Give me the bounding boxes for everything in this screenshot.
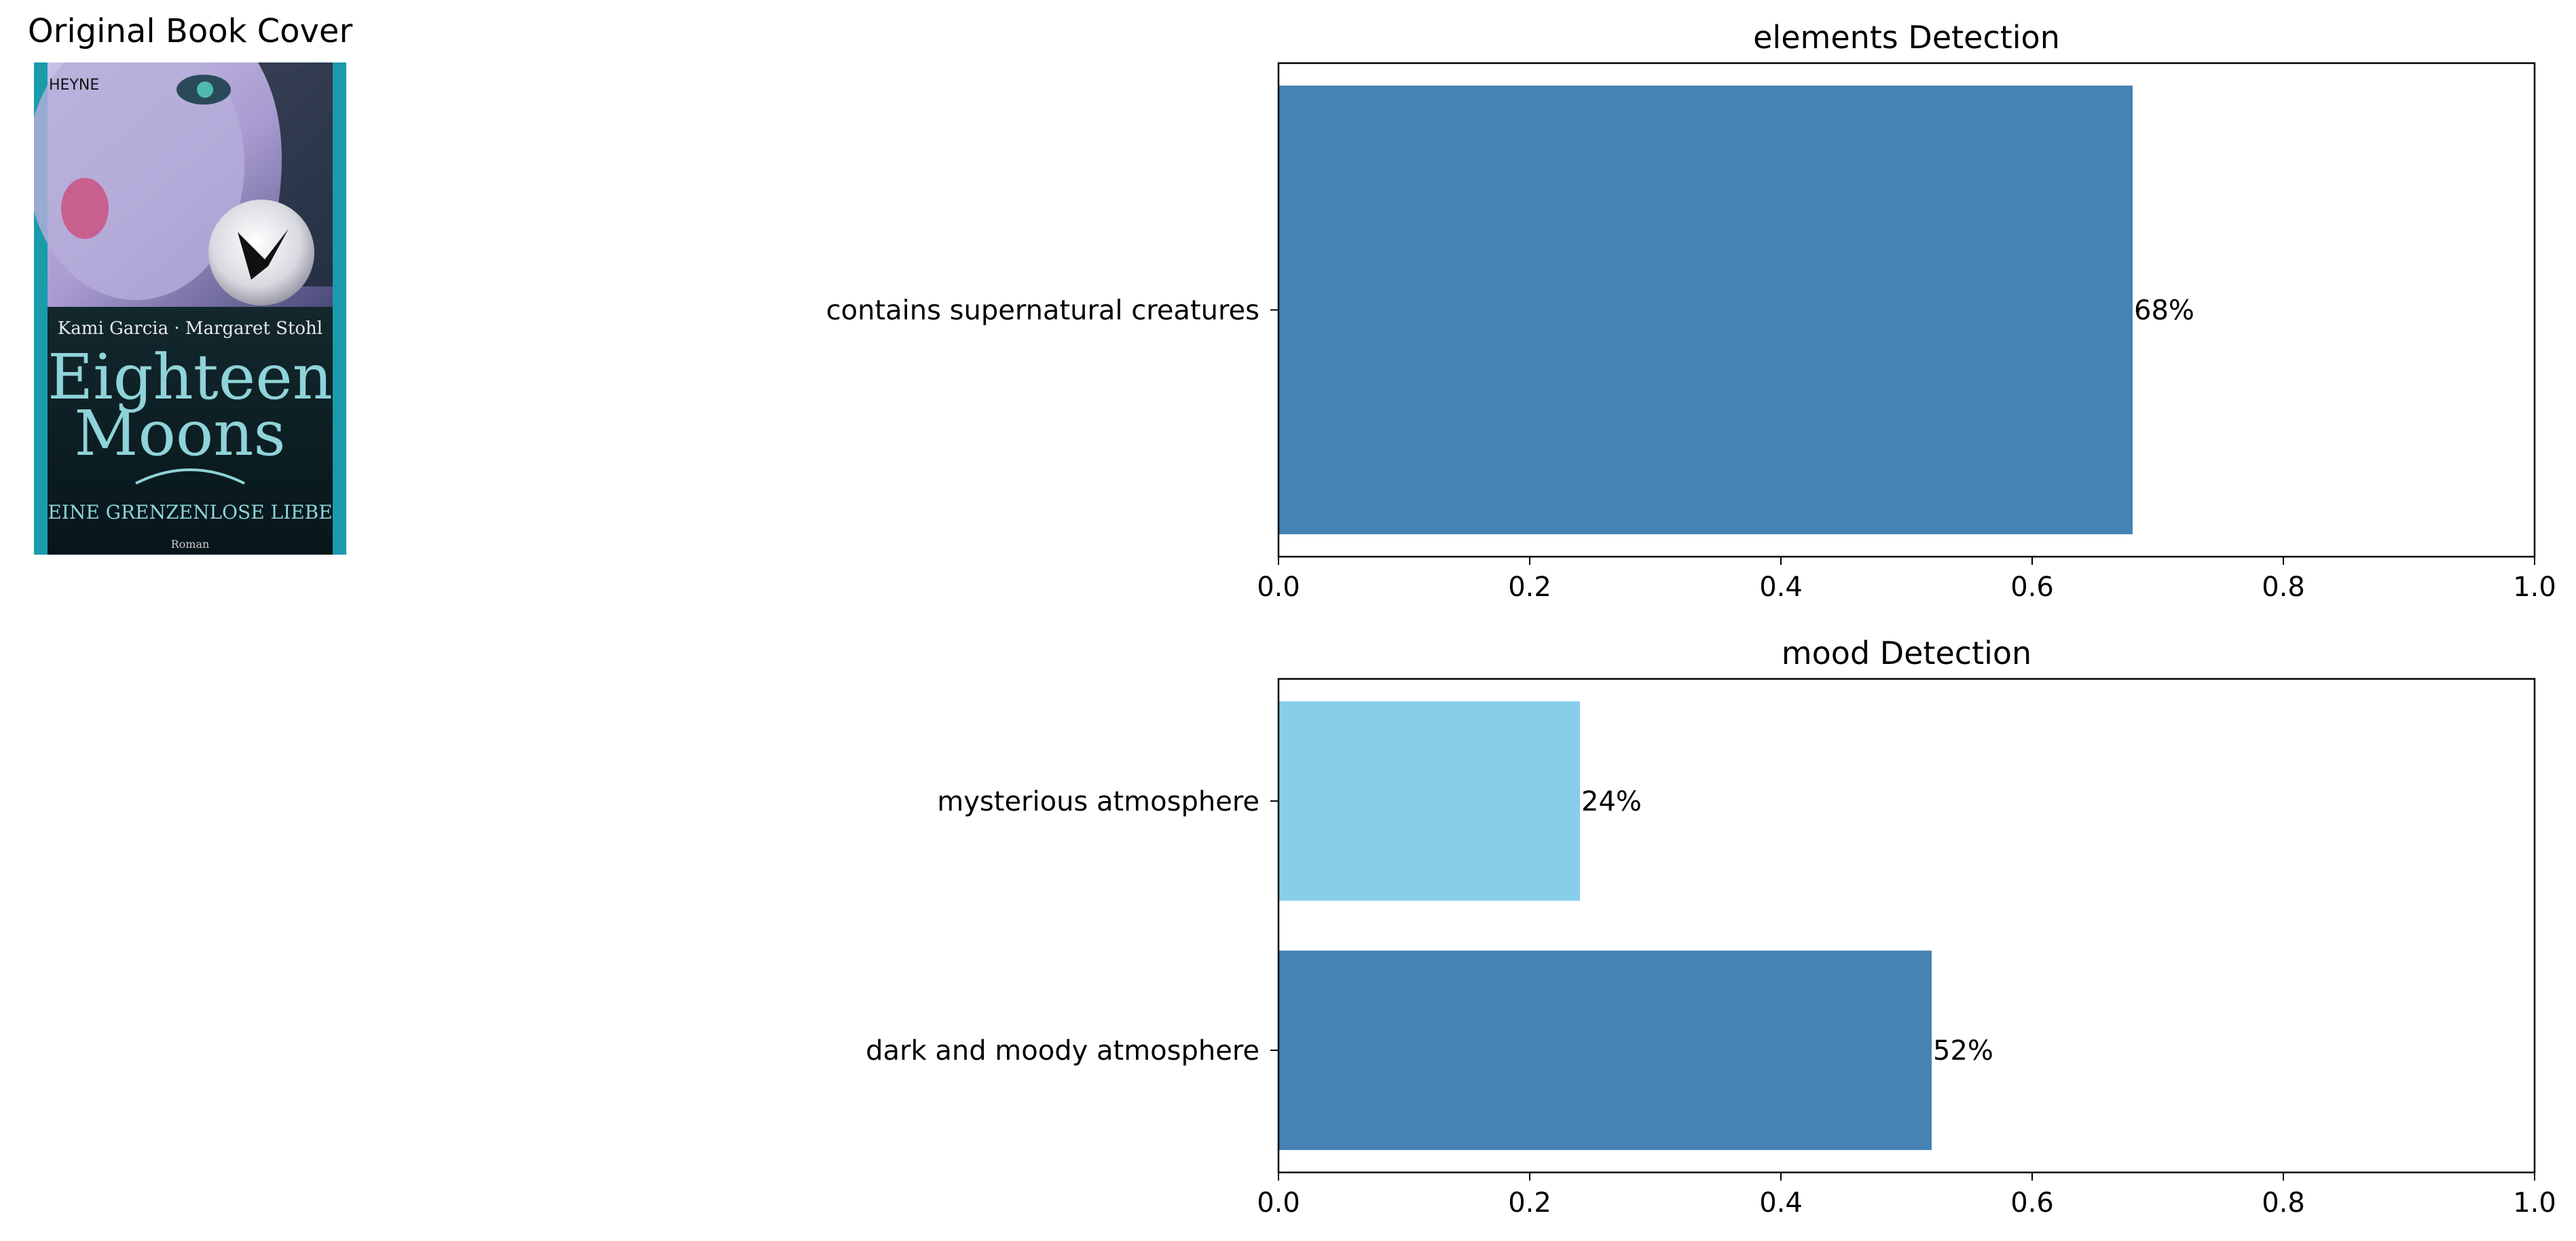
axes-frame xyxy=(1277,62,2536,558)
moon-shape xyxy=(208,200,314,305)
axes-frame xyxy=(1277,678,2536,1174)
bar xyxy=(1278,86,2133,534)
cover-book-title-line1: Eighteen xyxy=(48,341,333,413)
bar-value-label: 24% xyxy=(1581,786,1642,817)
cover-publisher: HEYNE xyxy=(49,77,99,94)
book-cover-image: HEYNE Kami Garcia · Margaret Stohl Eight… xyxy=(34,62,346,555)
x-tick-label: 1.0 xyxy=(2513,1187,2556,1219)
cover-subtitle: EINE GRENZENLOSE LIEBE xyxy=(48,501,332,523)
x-tick-label: 0.8 xyxy=(2262,1187,2305,1219)
x-tick-label: 1.0 xyxy=(2513,572,2556,603)
bar xyxy=(1278,950,1932,1150)
category-label: contains supernatural creatures xyxy=(826,295,1259,327)
eye-iris xyxy=(197,81,213,98)
bar xyxy=(1278,701,1580,901)
cover-genre: Roman xyxy=(171,538,210,551)
x-tick-label: 0.2 xyxy=(1508,1187,1551,1219)
chart-title: mood Detection xyxy=(1782,635,2031,671)
x-tick-label: 0.4 xyxy=(1759,1187,1803,1219)
x-tick-label: 0.6 xyxy=(2010,572,2054,603)
bar-value-label: 68% xyxy=(2134,295,2194,327)
cover-panel-title: Original Book Cover xyxy=(27,12,353,50)
cover-book-title-line2: Moons xyxy=(74,397,285,470)
bird-silhouette xyxy=(238,229,289,280)
face-shape xyxy=(34,62,244,300)
x-tick-label: 0.2 xyxy=(1508,572,1551,603)
x-tick-label: 0.8 xyxy=(2262,572,2305,603)
category-label: dark and moody atmosphere xyxy=(866,1035,1259,1067)
chart-title: elements Detection xyxy=(1753,19,2060,56)
x-tick-label: 0.0 xyxy=(1257,1187,1300,1219)
x-tick-label: 0.0 xyxy=(1257,572,1300,603)
cover-authors: Kami Garcia · Margaret Stohl xyxy=(58,318,323,339)
bar-value-label: 52% xyxy=(1933,1035,1993,1067)
cover-ornament xyxy=(135,468,245,485)
x-tick-label: 0.4 xyxy=(1759,572,1803,603)
x-tick-label: 0.6 xyxy=(2010,1187,2054,1219)
book-cover-art: HEYNE Kami Garcia · Margaret Stohl Eight… xyxy=(34,62,346,555)
lips-shape xyxy=(61,178,109,239)
category-label: mysterious atmosphere xyxy=(937,786,1259,817)
